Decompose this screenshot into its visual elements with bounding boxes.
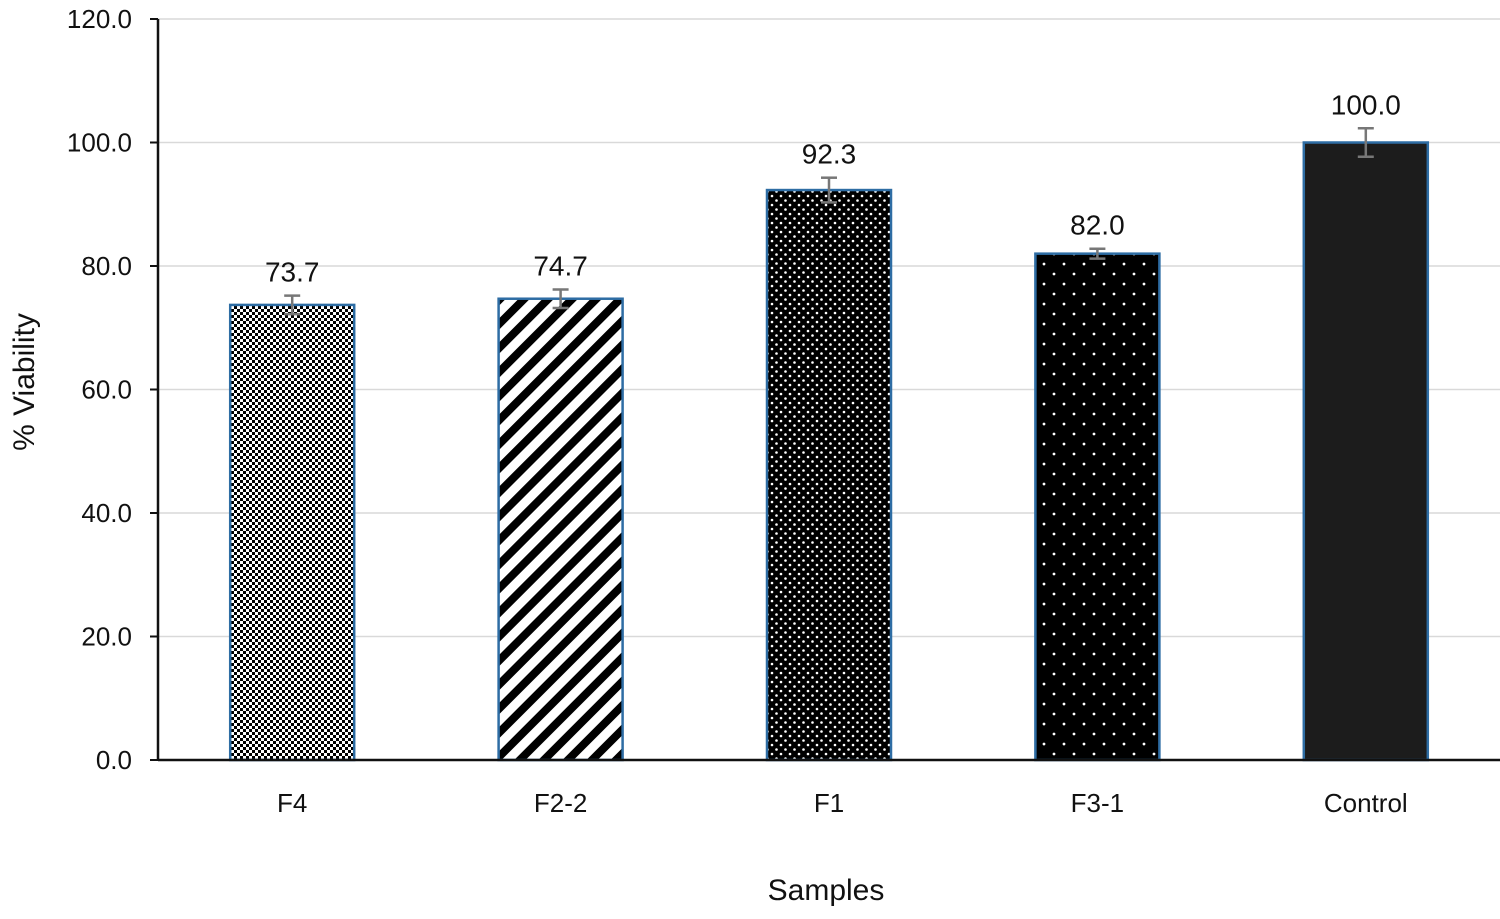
data-label-f1: 92.3	[802, 139, 857, 170]
y-tick-label: 40.0	[81, 498, 132, 528]
error-bar-f1	[821, 176, 837, 204]
bar-f3-1	[1034, 252, 1161, 762]
error-bar-f3-1	[1089, 247, 1106, 260]
error-bar-f2-2	[552, 288, 569, 310]
data-label-f3-1: 82.0	[1070, 210, 1125, 241]
y-tick-label: 60.0	[81, 375, 132, 405]
bars	[228, 141, 1430, 762]
error-bar-f4	[284, 294, 301, 316]
bar-f1	[765, 188, 893, 762]
data-label-f4: 73.7	[265, 257, 320, 288]
data-label-control: 100.0	[1331, 89, 1401, 120]
bar-control	[1302, 141, 1430, 762]
error-bars	[284, 127, 1374, 316]
y-tick-label: 80.0	[81, 251, 132, 281]
y-tick-label: 120.0	[67, 4, 132, 34]
y-axis-ticks: 0.0 20.0 40.0 60.0 80.0 100.0 120.0	[67, 4, 158, 775]
data-labels: 73.7 74.7 92.3 82.0 100.0	[265, 89, 1401, 287]
x-tick-label-control: Control	[1324, 788, 1408, 818]
x-tick-label-f1: F1	[814, 788, 844, 818]
y-axis-title: % Viability	[8, 313, 41, 451]
data-label-f2-2: 74.7	[533, 250, 588, 281]
bar-f2-2	[497, 297, 624, 762]
error-bar-control	[1357, 127, 1374, 158]
y-tick-label: 20.0	[81, 622, 132, 652]
x-axis-title: Samples	[768, 874, 885, 907]
y-tick-label: 100.0	[67, 128, 132, 158]
y-tick-label: 0.0	[96, 745, 132, 775]
x-tick-label-f4: F4	[277, 788, 307, 818]
bar-f4	[228, 303, 356, 762]
x-tick-label-f3-1: F3-1	[1071, 788, 1124, 818]
x-tick-label-f2-2: F2-2	[534, 788, 587, 818]
x-axis-ticks: F4 F2-2 F1 F3-1 Control	[277, 788, 1408, 818]
